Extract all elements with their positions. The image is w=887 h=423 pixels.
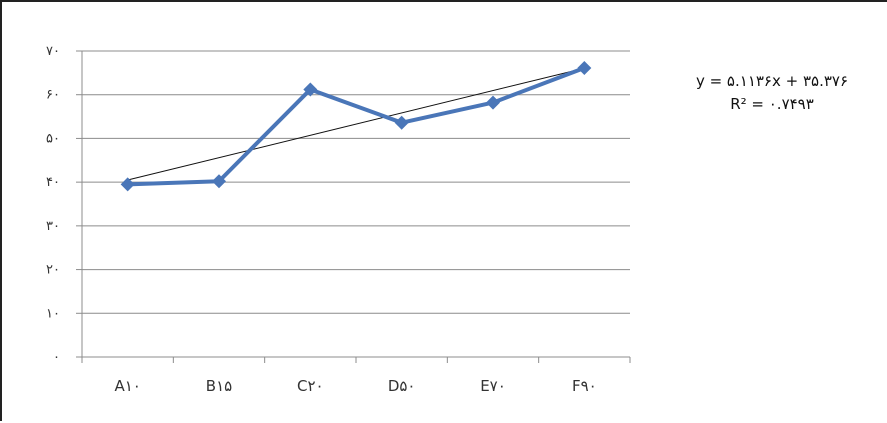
data-point-marker xyxy=(577,61,592,76)
data-point-marker xyxy=(394,115,409,130)
y-axis-ticks: ۰ ۱۰ ۲۰ ۳۰ ۴۰ ۵۰ ۶۰ ۷۰ xyxy=(46,44,82,365)
x-tick-label: D۵۰ xyxy=(388,377,416,395)
series-group xyxy=(120,61,592,192)
r-squared-label: R² = ۰.۷۴۹۳ xyxy=(730,95,814,113)
data-point-marker xyxy=(120,177,135,192)
series-line xyxy=(125,66,587,187)
y-tick-label: ۵۰ xyxy=(46,131,60,146)
x-tick-label: C۲۰ xyxy=(297,377,324,395)
y-tick-label: ۶۰ xyxy=(46,88,60,103)
y-tick-label: ۳۰ xyxy=(46,219,60,234)
x-tick-label: A۱۰ xyxy=(114,377,140,395)
y-tick-label: ۴۰ xyxy=(46,175,60,190)
trendline-line xyxy=(127,67,585,181)
y-tick-label: ۲۰ xyxy=(46,263,60,278)
x-tick-label: F۹۰ xyxy=(572,377,597,395)
y-tick-label: ۱۰ xyxy=(46,306,60,321)
data-point-marker xyxy=(212,174,226,189)
trendline-annotation: y = ۵.۱۱۳۶x + ۳۵.۳۷۶ R² = ۰.۷۴۹۳ xyxy=(696,72,848,113)
data-point-marker xyxy=(303,82,318,97)
x-tick-label: B۱۵ xyxy=(206,377,232,395)
trendline xyxy=(127,67,585,181)
y-tick-label: ۷۰ xyxy=(46,44,60,59)
x-axis-ticks: A۱۰ B۱۵ C۲۰ D۵۰ E۷۰ F۹۰ xyxy=(81,357,631,395)
data-point-marker xyxy=(486,95,500,110)
axes xyxy=(81,51,630,358)
x-tick-label: E۷۰ xyxy=(480,377,506,395)
y-tick-label: ۰ xyxy=(53,350,60,365)
trendline-equation: y = ۵.۱۱۳۶x + ۳۵.۳۷۶ xyxy=(696,72,848,90)
